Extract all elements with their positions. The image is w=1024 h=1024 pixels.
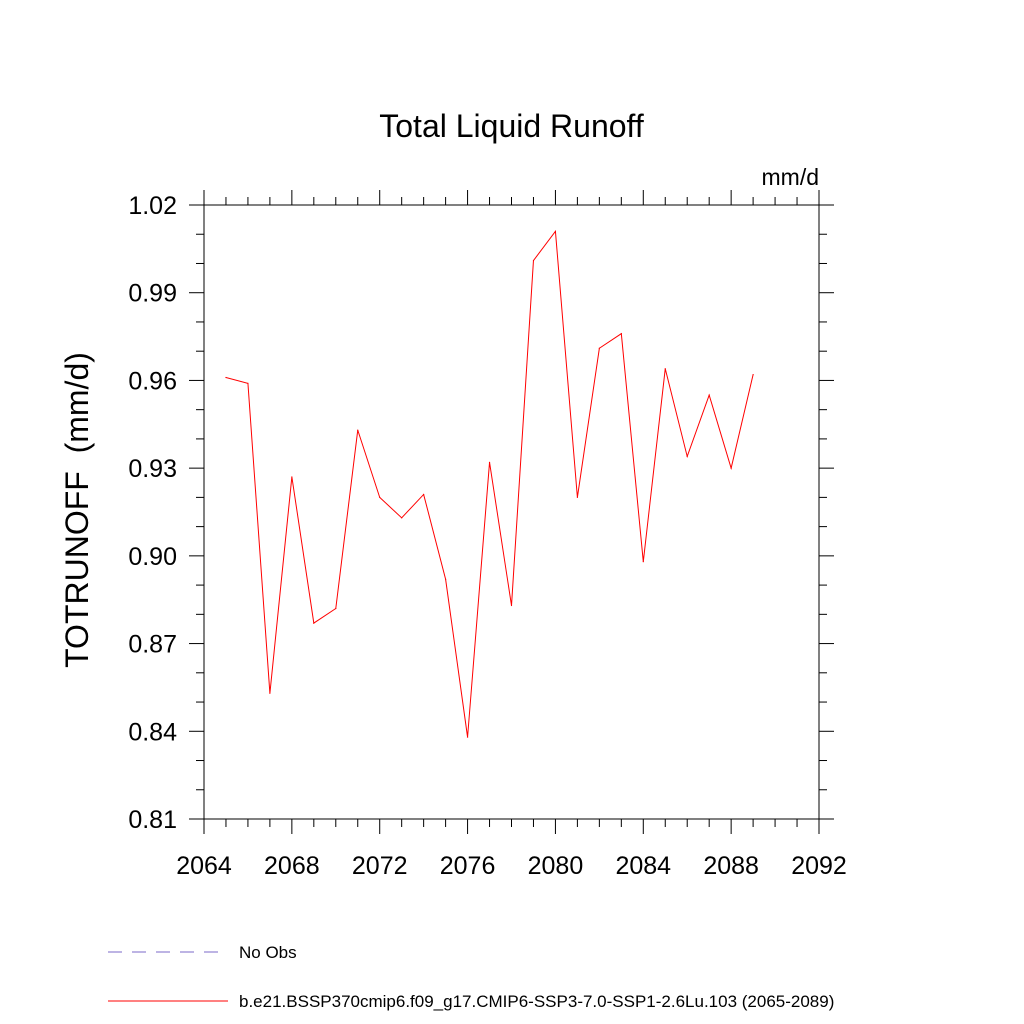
data-point bbox=[532, 259, 535, 262]
data-point bbox=[269, 692, 271, 694]
chart-title: Total Liquid Runoff bbox=[379, 108, 644, 144]
data-point bbox=[664, 368, 666, 370]
text-layer: 2064 2068 2072 2076 2080 2084 2088 2092 0.81 0.84… bbox=[59, 108, 847, 880]
x-tick-label: 2084 bbox=[615, 852, 671, 880]
data-point bbox=[401, 517, 403, 519]
y-tick-label: 0.93 bbox=[128, 455, 177, 483]
data-point bbox=[620, 333, 622, 335]
data-point bbox=[598, 347, 600, 349]
y-axis-label: TOTRUNOFF (mm/d) bbox=[59, 352, 95, 668]
x-tick-label: 2080 bbox=[528, 852, 584, 880]
x-tick-label: 2068 bbox=[264, 852, 320, 880]
y-tick-label: 0.96 bbox=[128, 367, 177, 395]
y-tick-label: 0.90 bbox=[128, 543, 177, 571]
legend: No Obs b.e21.BSSP370cmip6.f09_g17.CMIP6-S… bbox=[108, 943, 834, 1011]
data-point bbox=[247, 382, 249, 384]
data-point bbox=[357, 429, 359, 431]
data-point bbox=[445, 578, 447, 580]
axes bbox=[189, 190, 834, 834]
plot-frame bbox=[203, 204, 820, 820]
series-layer bbox=[225, 229, 754, 738]
data-point bbox=[510, 604, 513, 607]
y-tick-label: 0.84 bbox=[128, 718, 177, 746]
y-tick-label: 0.81 bbox=[128, 806, 177, 834]
x-tick-label: 2088 bbox=[703, 852, 759, 880]
x-tick-label: 2072 bbox=[352, 852, 408, 880]
data-point bbox=[313, 622, 315, 624]
data-point bbox=[291, 476, 293, 478]
data-point bbox=[554, 230, 557, 232]
data-point bbox=[576, 496, 578, 498]
data-point bbox=[225, 376, 227, 379]
data-point bbox=[752, 373, 754, 376]
data-point bbox=[730, 467, 732, 469]
data-point bbox=[335, 607, 337, 610]
data-point bbox=[642, 561, 644, 563]
x-tick-label: 2076 bbox=[440, 852, 496, 880]
units-label: mm/d bbox=[762, 164, 820, 190]
x-tick-label: 2064 bbox=[176, 852, 232, 880]
y-tick-label: 1.02 bbox=[128, 192, 177, 220]
data-point bbox=[686, 455, 688, 458]
data-point bbox=[708, 394, 710, 396]
data-point bbox=[423, 493, 425, 496]
legend-label: b.e21.BSSP370cmip6.f09_g17.CMIP6-SSP3-7.… bbox=[239, 992, 834, 1011]
y-tick-label: 0.87 bbox=[128, 631, 177, 659]
data-point bbox=[488, 461, 491, 463]
data-point bbox=[466, 736, 469, 738]
x-tick-label: 2092 bbox=[791, 852, 847, 880]
data-point bbox=[379, 496, 381, 498]
legend-label: No Obs bbox=[239, 943, 297, 962]
series-line-0 bbox=[225, 229, 754, 738]
y-tick-label: 0.99 bbox=[128, 280, 177, 308]
